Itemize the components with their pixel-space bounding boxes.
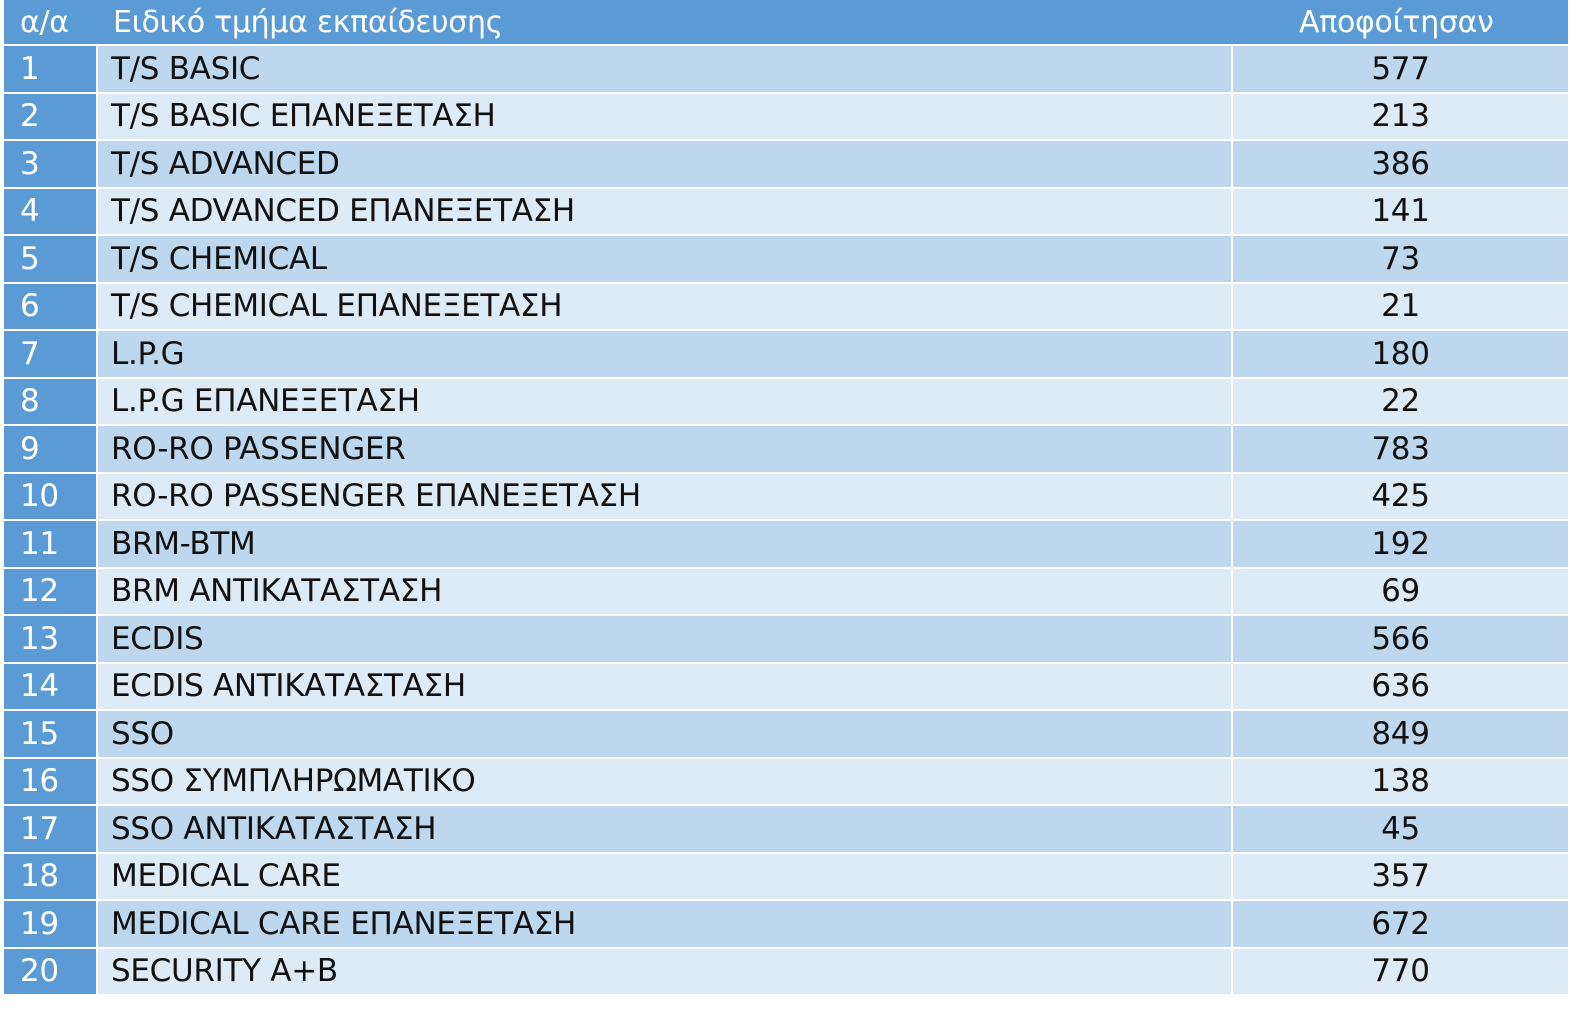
row-count: 138 (1233, 758, 1568, 804)
row-name: T/S CHEMICAL (98, 236, 1233, 282)
row-name: RO-RO PASSENGER (98, 426, 1233, 472)
row-count: 672 (1233, 901, 1568, 947)
row-name: BRM ΑΝΤΙΚΑΤΑΣΤΑΣΗ (98, 568, 1233, 614)
table-row: 18 MEDICAL CARE 357 (4, 853, 1568, 901)
table-row: 13 ECDIS 566 (4, 616, 1568, 664)
row-name: T/S BASIC (98, 46, 1233, 92)
table-row: 1 T/S BASIC 577 (4, 46, 1568, 94)
table-row: 8 L.P.G ΕΠΑΝΕΞΕΤΑΣΗ 22 (4, 378, 1568, 426)
row-count: 566 (1233, 616, 1568, 662)
row-num: 5 (4, 236, 98, 282)
row-count: 425 (1233, 473, 1568, 519)
table-row: 2 T/S BASIC ΕΠΑΝΕΞΕΤΑΣΗ 213 (4, 93, 1568, 141)
table-row: 12 BRM ΑΝΤΙΚΑΤΑΣΤΑΣΗ 69 (4, 568, 1568, 616)
row-count: 22 (1233, 378, 1568, 424)
row-num: 1 (4, 46, 98, 92)
row-num: 12 (4, 568, 98, 614)
table-row: 3 T/S ADVANCED 386 (4, 141, 1568, 189)
row-count: 213 (1233, 93, 1568, 139)
row-name: SSO ΣΥΜΠΛΗΡΩΜΑΤΙΚΟ (98, 758, 1233, 804)
row-count: 141 (1233, 188, 1568, 234)
row-num: 14 (4, 663, 98, 709)
table-row: 10 RO-RO PASSENGER ΕΠΑΝΕΞΕΤΑΣΗ 425 (4, 473, 1568, 521)
row-count: 69 (1233, 568, 1568, 614)
row-name: T/S ADVANCED (98, 141, 1233, 187)
row-count: 180 (1233, 331, 1568, 377)
table-row: 17 SSO ΑΝΤΙΚΑΤΑΣΤΑΣΗ 45 (4, 806, 1568, 854)
row-num: 17 (4, 806, 98, 852)
row-name: T/S BASIC ΕΠΑΝΕΞΕΤΑΣΗ (98, 93, 1233, 139)
table-row: 9 RO-RO PASSENGER 783 (4, 426, 1568, 474)
header-count: Αποφοίτησαν (1299, 4, 1494, 40)
row-name: T/S CHEMICAL ΕΠΑΝΕΞΕΤΑΣΗ (98, 283, 1233, 329)
row-num: 3 (4, 141, 98, 187)
row-num: 16 (4, 758, 98, 804)
row-name: ECDIS (98, 616, 1233, 662)
table-header: α/α Ειδικό τμήμα εκπαίδευσης Αποφοίτησαν (4, 0, 1568, 46)
row-name: RO-RO PASSENGER ΕΠΑΝΕΞΕΤΑΣΗ (98, 473, 1233, 519)
header-name: Ειδικό τμήμα εκπαίδευσης (113, 4, 503, 40)
row-name: MEDICAL CARE ΕΠΑΝΕΞΕΤΑΣΗ (98, 901, 1233, 947)
row-num: 15 (4, 711, 98, 757)
header-num: α/α (20, 4, 69, 40)
row-num: 19 (4, 901, 98, 947)
row-count: 45 (1233, 806, 1568, 852)
row-num: 9 (4, 426, 98, 472)
table-row: 15 SSO 849 (4, 711, 1568, 759)
row-count: 386 (1233, 141, 1568, 187)
table-row: 4 T/S ADVANCED ΕΠΑΝΕΞΕΤΑΣΗ 141 (4, 188, 1568, 236)
row-name: ECDIS ΑΝΤΙΚΑΤΑΣΤΑΣΗ (98, 663, 1233, 709)
row-name: SECURITY A+B (98, 948, 1233, 994)
row-count: 849 (1233, 711, 1568, 757)
row-num: 13 (4, 616, 98, 662)
table-row: 16 SSO ΣΥΜΠΛΗΡΩΜΑΤΙΚΟ 138 (4, 758, 1568, 806)
row-num: 18 (4, 853, 98, 899)
row-name: T/S ADVANCED ΕΠΑΝΕΞΕΤΑΣΗ (98, 188, 1233, 234)
row-name: MEDICAL CARE (98, 853, 1233, 899)
row-count: 770 (1233, 948, 1568, 994)
row-num: 10 (4, 473, 98, 519)
row-count: 636 (1233, 663, 1568, 709)
table-row: 14 ECDIS ΑΝΤΙΚΑΤΑΣΤΑΣΗ 636 (4, 663, 1568, 711)
row-num: 20 (4, 948, 98, 994)
row-count: 73 (1233, 236, 1568, 282)
table-row: 7 L.P.G 180 (4, 331, 1568, 379)
row-num: 6 (4, 283, 98, 329)
row-count: 577 (1233, 46, 1568, 92)
row-count: 783 (1233, 426, 1568, 472)
row-num: 4 (4, 188, 98, 234)
row-name: BRM-BTM (98, 521, 1233, 567)
training-table: α/α Ειδικό τμήμα εκπαίδευσης Αποφοίτησαν… (4, 0, 1568, 996)
row-num: 11 (4, 521, 98, 567)
row-name: SSO ΑΝΤΙΚΑΤΑΣΤΑΣΗ (98, 806, 1233, 852)
row-count: 357 (1233, 853, 1568, 899)
row-name: SSO (98, 711, 1233, 757)
table-row: 19 MEDICAL CARE ΕΠΑΝΕΞΕΤΑΣΗ 672 (4, 901, 1568, 949)
row-num: 7 (4, 331, 98, 377)
row-count: 192 (1233, 521, 1568, 567)
table-row: 5 T/S CHEMICAL 73 (4, 236, 1568, 284)
table-row: 6 T/S CHEMICAL ΕΠΑΝΕΞΕΤΑΣΗ 21 (4, 283, 1568, 331)
row-num: 8 (4, 378, 98, 424)
table-row: 11 BRM-BTM 192 (4, 521, 1568, 569)
row-name: L.P.G ΕΠΑΝΕΞΕΤΑΣΗ (98, 378, 1233, 424)
row-num: 2 (4, 93, 98, 139)
row-count: 21 (1233, 283, 1568, 329)
table-row: 20 SECURITY A+B 770 (4, 948, 1568, 996)
row-name: L.P.G (98, 331, 1233, 377)
